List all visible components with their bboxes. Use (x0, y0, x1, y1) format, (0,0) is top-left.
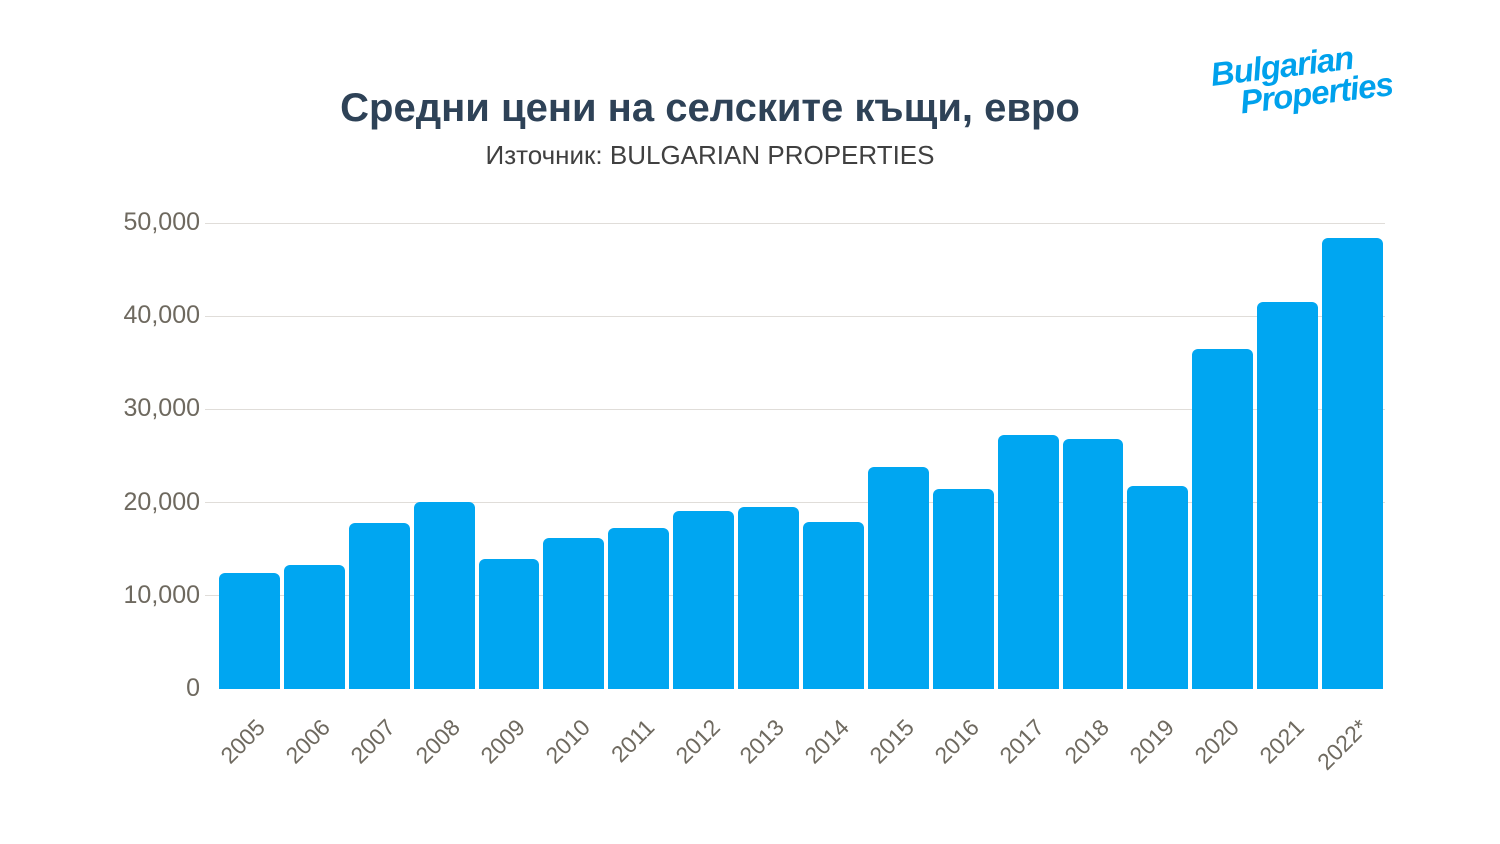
bar-2019 (1127, 485, 1189, 689)
gridline-50000 (205, 222, 1385, 224)
bar-2022* (1322, 237, 1383, 689)
bars-area (217, 223, 1385, 689)
xtick-label-2006: 2006 (280, 713, 336, 769)
gridline-40000 (205, 315, 1385, 317)
xtick-label-2007: 2007 (345, 713, 401, 769)
bar-2013 (738, 507, 799, 689)
bar-2016 (932, 488, 994, 689)
xtick-label-2005: 2005 (215, 713, 271, 769)
xtick-label-2012: 2012 (669, 713, 725, 769)
chart-subtitle: Източник: BULGARIAN PROPERTIES (485, 140, 935, 170)
xtick-label-2011: 2011 (606, 713, 660, 768)
ytick-label-20000: 20,000 (123, 487, 200, 516)
xtick-label-2008: 2008 (410, 713, 465, 769)
xtick-label-2020: 2020 (1189, 713, 1244, 769)
x-axis: 2005 2006 2007 2008 2009 2010 2011 2012 2013 2014… (215, 700, 1385, 810)
xtick-label-2010: 2010 (540, 713, 595, 769)
xtick-label-2018: 2018 (1059, 713, 1114, 769)
xtick-label-2016: 2016 (929, 713, 985, 769)
ytick-label-40000: 40,000 (123, 301, 200, 330)
bulgarian-properties-logo: Bulgarian Properties (1209, 37, 1395, 121)
xtick-label-2022*: 2022* (1312, 713, 1374, 775)
bar-2014 (803, 522, 864, 689)
gridline-20000 (205, 502, 1385, 504)
xtick-label-2021: 2021 (1253, 713, 1309, 769)
xtick-label-2015: 2015 (864, 713, 920, 769)
ytick-label-30000: 30,000 (123, 394, 200, 423)
gridline-30000 (205, 408, 1385, 410)
bar-2008 (413, 501, 475, 689)
xtick-label-2013: 2013 (734, 713, 790, 769)
ytick-label-0: 0 (186, 674, 200, 702)
bar-2005 (219, 572, 280, 689)
plot-area (205, 222, 1385, 689)
bar-2017 (997, 434, 1059, 689)
bar-2010 (543, 538, 605, 689)
xtick-label-2009: 2009 (475, 713, 530, 769)
bar-2018 (1062, 439, 1124, 689)
bar-2020 (1192, 348, 1254, 689)
bar-2011 (608, 527, 670, 689)
bar-2021 (1257, 302, 1319, 689)
ytick-label-10000: 10,000 (123, 580, 200, 609)
xtick-label-2017: 2017 (994, 713, 1049, 769)
bar-2007 (348, 523, 410, 689)
y-axis: 0 10,000 20,000 30,000 40,000 50,000 (60, 208, 200, 702)
ytick-label-50000: 50,000 (123, 208, 200, 236)
xtick-label-2014: 2014 (799, 713, 855, 769)
bar-2015 (867, 467, 929, 689)
bar-2009 (478, 559, 540, 689)
bar-2006 (283, 565, 345, 689)
bar-2012 (673, 511, 735, 689)
xtick-label-2019: 2019 (1124, 713, 1179, 769)
chart-title: Средни цени на селските къщи, евро (340, 86, 1080, 130)
